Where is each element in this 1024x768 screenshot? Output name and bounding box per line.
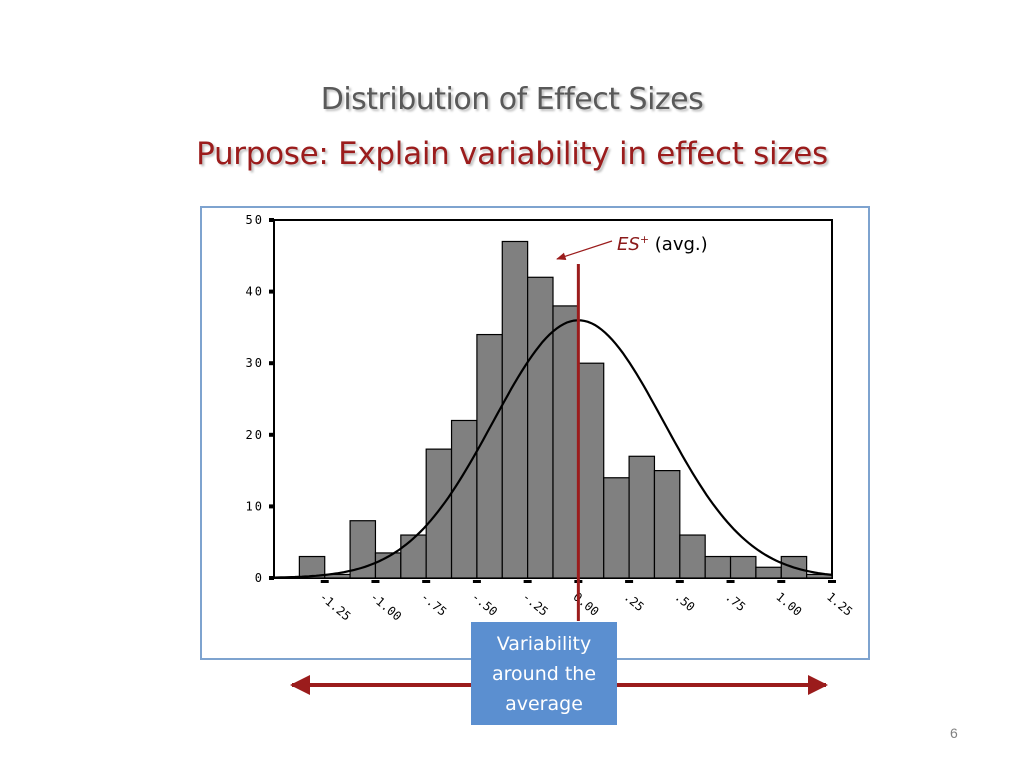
x-tick-mark — [777, 580, 786, 583]
x-tick-mark — [371, 580, 380, 583]
es-average-label: ES+ (avg.) — [617, 233, 708, 255]
y-tick-mark — [269, 432, 274, 437]
histogram-bar — [298, 555, 326, 579]
x-tick-mark — [320, 580, 329, 583]
es-pointer-arrow — [556, 240, 613, 260]
histogram-bar — [476, 333, 503, 579]
es-suffix: (avg.) — [654, 234, 708, 255]
x-tick-mark — [726, 580, 735, 583]
y-tick-mark — [269, 289, 274, 294]
y-tick-mark — [269, 218, 274, 222]
histogram-bar — [577, 362, 605, 579]
y-tick-mark — [269, 504, 274, 509]
y-tick-mark — [269, 361, 274, 366]
y-tick-mark — [269, 576, 274, 580]
y-tick-label: 10 — [246, 499, 264, 513]
y-tick-label: 50 — [246, 213, 264, 227]
variability-line1: Variability — [496, 632, 592, 655]
es-superscript: + — [639, 233, 650, 246]
x-tick-mark — [523, 580, 532, 583]
slide-subtitle: Purpose: Explain variability in effect s… — [196, 136, 828, 172]
x-tick-mark — [675, 580, 684, 583]
y-tick-label: 30 — [246, 356, 264, 370]
histogram-bar — [425, 448, 453, 579]
page-number: 6 — [950, 725, 958, 741]
variability-line2: around the — [491, 662, 597, 685]
variability-line3: average — [505, 692, 583, 715]
x-tick-mark — [472, 580, 481, 583]
normal-curve — [273, 319, 833, 579]
slide-title: Distribution of Effect Sizes — [320, 82, 704, 117]
y-tick-label: 40 — [246, 285, 264, 299]
histogram-bar — [653, 470, 681, 579]
histogram-bar — [603, 477, 630, 579]
x-tick-mark — [422, 580, 431, 583]
histogram-bar — [400, 534, 427, 579]
histogram-bar — [806, 573, 833, 579]
x-tick-mark — [625, 580, 634, 583]
x-tick-mark — [828, 580, 836, 583]
histogram-bar — [527, 276, 554, 579]
histogram-bar — [450, 419, 478, 579]
variability-box: Variability around the average — [471, 622, 617, 725]
y-tick-label: 0 — [255, 571, 264, 585]
y-tick-label: 20 — [246, 428, 264, 442]
es-symbol: ES — [617, 234, 640, 255]
histogram-bar — [628, 455, 656, 579]
histogram-bar — [501, 240, 529, 579]
